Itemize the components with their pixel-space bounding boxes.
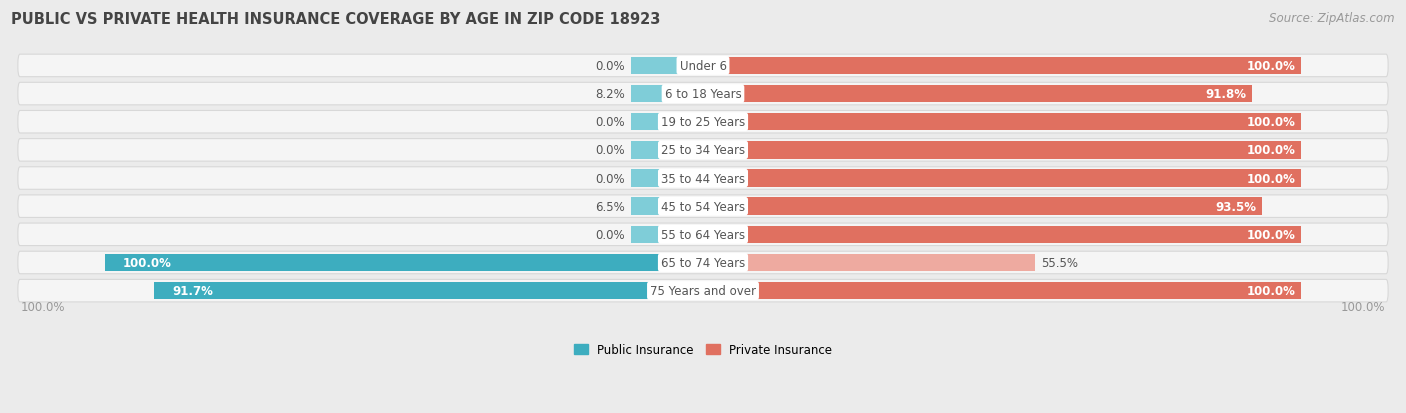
Text: Source: ZipAtlas.com: Source: ZipAtlas.com [1270,12,1395,25]
Text: 100.0%: 100.0% [1246,285,1295,297]
Text: 45 to 54 Years: 45 to 54 Years [661,200,745,213]
FancyBboxPatch shape [18,223,1388,246]
Bar [703,198,1263,216]
Bar [703,254,1035,272]
Text: 25 to 34 Years: 25 to 34 Years [661,144,745,157]
Text: 100.0%: 100.0% [1246,228,1295,241]
Bar [631,114,703,131]
FancyBboxPatch shape [18,252,1388,274]
Text: 0.0%: 0.0% [596,172,626,185]
Text: 100.0%: 100.0% [1246,60,1295,73]
FancyBboxPatch shape [18,55,1388,78]
Bar [703,142,1302,159]
Text: 19 to 25 Years: 19 to 25 Years [661,116,745,129]
FancyBboxPatch shape [18,111,1388,134]
Text: 0.0%: 0.0% [596,228,626,241]
Bar [104,254,703,272]
Text: 35 to 44 Years: 35 to 44 Years [661,172,745,185]
FancyBboxPatch shape [18,167,1388,190]
Bar [703,57,1302,75]
Bar [703,282,1302,300]
Text: 55 to 64 Years: 55 to 64 Years [661,228,745,241]
Text: 8.2%: 8.2% [596,88,626,101]
Text: 65 to 74 Years: 65 to 74 Years [661,256,745,269]
Text: 6 to 18 Years: 6 to 18 Years [665,88,741,101]
Bar [703,85,1253,103]
Bar [631,226,703,244]
Text: 0.0%: 0.0% [596,116,626,129]
Text: Under 6: Under 6 [679,60,727,73]
Text: 100.0%: 100.0% [1246,116,1295,129]
Bar [703,114,1302,131]
Bar [155,282,703,300]
FancyBboxPatch shape [18,195,1388,218]
FancyBboxPatch shape [18,83,1388,106]
Text: 93.5%: 93.5% [1215,200,1257,213]
FancyBboxPatch shape [18,280,1388,302]
Bar [631,170,703,188]
Legend: Public Insurance, Private Insurance: Public Insurance, Private Insurance [569,338,837,361]
Bar [631,85,703,103]
Text: 91.8%: 91.8% [1205,88,1246,101]
Text: 6.5%: 6.5% [596,200,626,213]
Text: 100.0%: 100.0% [21,301,66,314]
Text: 100.0%: 100.0% [1246,172,1295,185]
Text: PUBLIC VS PRIVATE HEALTH INSURANCE COVERAGE BY AGE IN ZIP CODE 18923: PUBLIC VS PRIVATE HEALTH INSURANCE COVER… [11,12,661,27]
FancyBboxPatch shape [18,139,1388,162]
Bar [631,198,703,216]
Text: 0.0%: 0.0% [596,60,626,73]
Text: 100.0%: 100.0% [1340,301,1385,314]
Bar [631,57,703,75]
Text: 0.0%: 0.0% [596,144,626,157]
Text: 55.5%: 55.5% [1040,256,1078,269]
Bar [631,142,703,159]
Text: 100.0%: 100.0% [1246,144,1295,157]
Text: 75 Years and over: 75 Years and over [650,285,756,297]
Text: 91.7%: 91.7% [173,285,214,297]
Bar [703,170,1302,188]
Text: 100.0%: 100.0% [122,256,172,269]
Bar [703,226,1302,244]
